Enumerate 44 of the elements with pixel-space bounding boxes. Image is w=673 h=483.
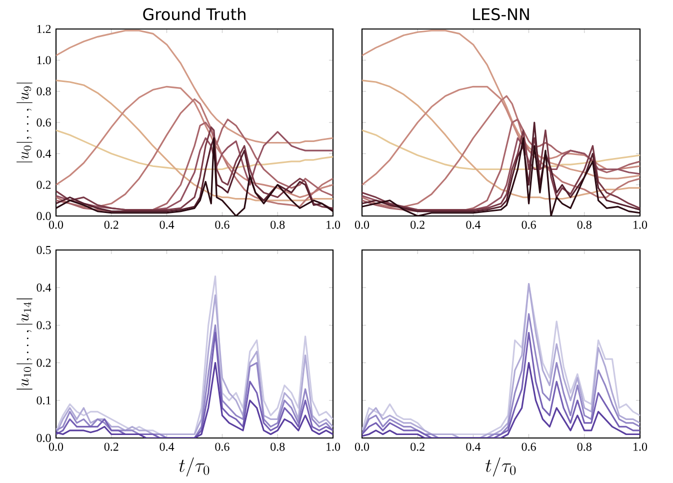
x-tick-label: 0.6 bbox=[522, 442, 536, 451]
x-tick-label: 0.2 bbox=[104, 220, 118, 229]
x-axis-title: $t/\tau_0$ bbox=[486, 457, 516, 477]
x-tick-label: 0.4 bbox=[160, 442, 174, 451]
y-tick-label: 0.8 bbox=[36, 87, 51, 96]
x-tick-label: 0.0 bbox=[354, 442, 370, 451]
x-tick-label: 0.6 bbox=[215, 220, 230, 229]
y-tick-label: 0.5 bbox=[36, 246, 51, 254]
x-tick-label: 0.6 bbox=[215, 442, 230, 451]
y-tick-label: 0.4 bbox=[36, 284, 52, 292]
chart-title: Ground Truth bbox=[143, 8, 246, 20]
y-tick-label: 1.0 bbox=[37, 56, 51, 64]
x-tick-label: 0.2 bbox=[104, 442, 118, 451]
y-tick-label: 0.0 bbox=[36, 212, 51, 220]
y-tick-label: 0.1 bbox=[36, 396, 51, 404]
x-tick-label: 0.8 bbox=[577, 220, 592, 229]
y-tick-label: 0.3 bbox=[36, 321, 51, 330]
x-axis-title: $t/\tau_0$ bbox=[179, 457, 210, 477]
x-tick-label: 0.0 bbox=[354, 220, 370, 229]
x-tick-label: 1.0 bbox=[634, 220, 648, 229]
chart-title: LES-NN bbox=[473, 8, 529, 20]
y-tick-label: 0.2 bbox=[36, 358, 51, 367]
y-axis-title: $|u_{10}|, \ldots, |u_{14}|$ bbox=[16, 298, 32, 390]
y-tick-label: 0.0 bbox=[36, 434, 51, 442]
x-tick-label: 1.0 bbox=[326, 220, 340, 229]
y-tick-label: 0.6 bbox=[36, 118, 51, 127]
x-tick-label: 0.6 bbox=[522, 220, 536, 229]
line-series bbox=[56, 98, 334, 208]
x-tick-label: 0.2 bbox=[410, 442, 424, 451]
x-tick-label: 0.8 bbox=[270, 220, 285, 229]
y-tick-label: 0.2 bbox=[36, 180, 51, 189]
x-tick-label: 0.0 bbox=[48, 220, 64, 229]
y-tick-label: 1.2 bbox=[37, 24, 51, 34]
x-tick-label: 1.0 bbox=[634, 442, 648, 451]
x-tick-label: 0.0 bbox=[48, 442, 64, 451]
x-tick-label: 0.2 bbox=[410, 220, 424, 229]
x-tick-label: 0.8 bbox=[577, 442, 592, 451]
x-tick-label: 0.4 bbox=[466, 442, 481, 451]
y-axis-title: $|u_0|, \ldots, |u_9|$ bbox=[16, 82, 32, 162]
x-tick-label: 0.4 bbox=[466, 220, 481, 229]
x-tick-label: 0.4 bbox=[160, 220, 174, 229]
x-tick-label: 0.8 bbox=[270, 442, 285, 451]
x-tick-label: 1.0 bbox=[326, 442, 340, 451]
y-tick-label: 0.4 bbox=[36, 150, 52, 158]
